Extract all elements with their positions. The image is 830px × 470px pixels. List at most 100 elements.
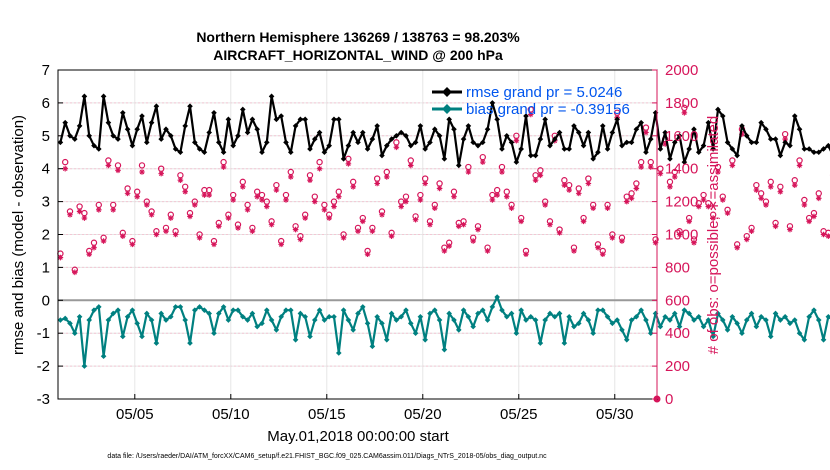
bias-point	[614, 317, 620, 323]
rmse-point	[494, 116, 500, 123]
bias-point	[825, 313, 830, 320]
rmse-point	[580, 142, 587, 149]
bias-point	[407, 320, 414, 327]
rmse-point	[595, 149, 601, 156]
rmse-point	[748, 139, 755, 146]
obs-assimilated-point	[191, 202, 198, 208]
bias-point	[57, 317, 64, 323]
obs-assimilated-point	[734, 244, 740, 251]
obs-assimilated-point	[619, 238, 625, 244]
rmse-point	[359, 129, 366, 136]
rmse-point	[460, 136, 467, 142]
obs-assimilated-point	[67, 211, 73, 218]
rmse-point	[67, 133, 73, 139]
obs-assimilated-point	[518, 218, 524, 225]
obs-assimilated-point	[153, 231, 160, 238]
rmse-point	[163, 126, 169, 133]
y-right-tick-label: 600	[665, 292, 690, 309]
obs-assimilated-point	[763, 202, 769, 208]
rmse-point	[119, 109, 126, 116]
bias-point	[571, 323, 577, 330]
bias-point	[287, 307, 294, 313]
rmse-point	[604, 146, 611, 152]
rmse-point	[148, 119, 155, 126]
obs-possible-point	[95, 201, 102, 209]
rmse-point	[191, 139, 198, 146]
bias-point	[595, 307, 601, 313]
obs-assimilated-point	[148, 211, 155, 218]
obs-assimilated-point	[441, 248, 448, 254]
rmse-point	[734, 152, 740, 159]
rmse-point	[815, 149, 822, 156]
bias-point	[177, 304, 184, 310]
bias-point	[86, 317, 92, 323]
rmse-point	[235, 133, 241, 139]
obs-assimilated-point	[105, 162, 112, 169]
bias-point	[767, 333, 774, 340]
rmse-point	[806, 146, 812, 152]
obs-assimilated-point	[604, 205, 611, 211]
rmse-point	[671, 139, 678, 146]
obs-assimilated-point	[777, 188, 784, 195]
obs-assimilated-point	[705, 203, 712, 210]
obs-possible-point	[306, 172, 314, 179]
bias-point	[638, 307, 644, 313]
bias-point	[263, 307, 270, 313]
rmse-point	[225, 116, 232, 123]
rmse-point	[739, 123, 745, 129]
bias-point	[355, 310, 361, 317]
obs-assimilated-point	[230, 197, 236, 203]
rmse-point	[220, 149, 227, 156]
bias-point	[489, 304, 496, 310]
rmse-point	[355, 139, 361, 146]
rmse-point	[479, 139, 486, 146]
bias-point	[465, 313, 472, 320]
rmse-point	[451, 126, 457, 133]
rmse-point	[643, 149, 649, 156]
obs-assimilated-point	[489, 197, 496, 203]
bias-point	[225, 317, 232, 323]
rmse-point	[777, 152, 784, 159]
bias-point	[249, 310, 256, 317]
obs-assimilated-point	[235, 225, 241, 231]
obs-possible-point	[450, 188, 458, 195]
bias-point	[215, 310, 222, 317]
obs-possible-point	[753, 181, 760, 189]
obs-possible-point	[61, 158, 69, 166]
rmse-point	[561, 146, 568, 152]
bias-point	[719, 317, 726, 323]
obs-assimilated-point	[609, 234, 616, 241]
y-right-tick-label: 200	[665, 358, 690, 375]
obs-assimilated-point	[508, 205, 515, 211]
obs-assimilated-point	[177, 177, 184, 184]
rmse-point	[422, 146, 428, 152]
obs-assimilated-point	[254, 193, 260, 200]
rmse-point	[268, 93, 275, 100]
bias-point	[62, 315, 68, 322]
rmse-point	[95, 146, 102, 152]
obs-assimilated-point	[791, 182, 798, 188]
obs-assimilated-point	[561, 182, 568, 188]
rmse-point	[335, 116, 342, 123]
obs-possible-point	[757, 190, 765, 197]
bias-point	[532, 317, 539, 323]
bias-point	[772, 310, 779, 317]
obs-possible-point	[109, 201, 117, 209]
rmse-point	[369, 136, 376, 142]
bias-point	[537, 340, 544, 346]
obs-assimilated-point	[345, 160, 352, 167]
rmse-point	[724, 139, 731, 146]
rmse-point	[388, 136, 395, 142]
obs-assimilated-point	[407, 162, 414, 169]
obs-assimilated-point	[537, 172, 544, 179]
rmse-point	[571, 123, 577, 129]
obs-possible-point	[253, 188, 261, 195]
obs-assimilated-point	[364, 251, 371, 258]
rmse-point	[182, 123, 188, 129]
rmse-point	[259, 149, 265, 156]
obs-assimilated-point	[278, 241, 284, 248]
bias-point	[326, 313, 332, 320]
bias-point	[292, 336, 299, 343]
rmse-point	[657, 146, 664, 152]
bias-point	[307, 333, 313, 340]
